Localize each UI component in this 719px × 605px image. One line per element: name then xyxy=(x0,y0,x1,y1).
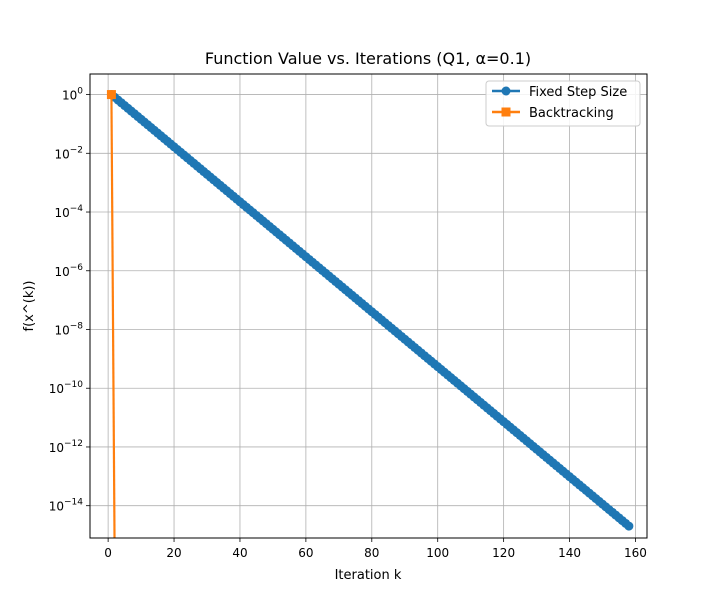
plot-frame xyxy=(89,73,648,539)
series xyxy=(106,90,634,572)
x-tick-label: 100 xyxy=(426,546,449,560)
y-tick-label: 10−14 xyxy=(49,498,84,514)
ticks: 0 20 40 60 80 100 120 140 160 100 10−2 10−4 10−6 10−8… xyxy=(49,87,647,560)
data-point-backtracking xyxy=(110,563,119,572)
x-tick-label: 140 xyxy=(558,546,581,560)
y-tick-label: 10−8 xyxy=(54,321,83,337)
legend: Fixed Step Size Backtracking xyxy=(485,80,641,127)
y-tick-label: 10−12 xyxy=(49,439,83,455)
x-tick-label: 20 xyxy=(166,546,181,560)
x-tick-label: 60 xyxy=(298,546,313,560)
legend-label-backtracking: Backtracking xyxy=(529,106,614,121)
y-tick-label: 10−10 xyxy=(49,380,84,396)
legend-frame xyxy=(485,80,641,127)
x-tick-label: 80 xyxy=(364,546,379,560)
x-tick-label: 0 xyxy=(104,546,112,560)
x-tick-label: 160 xyxy=(624,546,647,560)
series-line-backtracking xyxy=(110,94,116,538)
y-tick-label: 100 xyxy=(62,87,83,103)
x-axis-label: Iteration k xyxy=(335,568,402,583)
y-tick-label: 10−4 xyxy=(54,204,83,220)
legend-marker-backtracking xyxy=(501,107,511,117)
data-point-fixed-step xyxy=(624,521,634,531)
x-tick-label: 120 xyxy=(492,546,515,560)
legend-label-fixed: Fixed Step Size xyxy=(529,85,627,100)
legend-marker-fixed xyxy=(501,86,511,96)
x-tick-label: 40 xyxy=(232,546,247,560)
y-tick-label: 10−6 xyxy=(54,263,83,279)
chart-title: Function Value vs. Iterations (Q1, α=0.1… xyxy=(205,49,531,68)
y-tick-label: 10−2 xyxy=(54,145,83,161)
data-point-backtracking xyxy=(106,90,116,100)
y-axis-label: f(x^(k)) xyxy=(22,281,37,332)
